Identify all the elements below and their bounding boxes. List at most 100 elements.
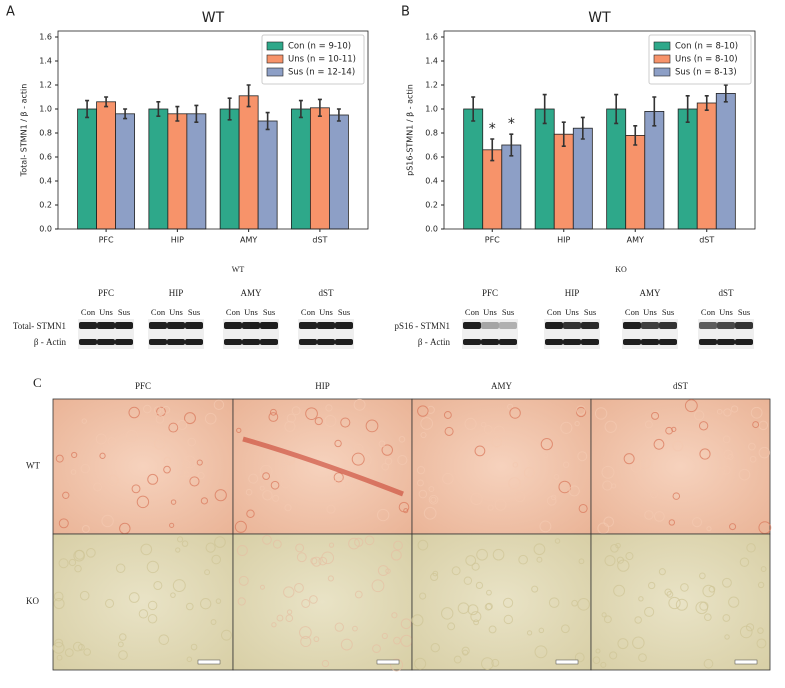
- cell: [428, 494, 439, 505]
- error-bar: [123, 108, 128, 120]
- cell: [739, 557, 750, 567]
- cell: [533, 543, 546, 556]
- cell: [729, 523, 737, 531]
- bar: [115, 113, 136, 230]
- cell: [601, 612, 607, 618]
- cell: [632, 636, 645, 650]
- cell: [53, 598, 65, 610]
- error-bar: [723, 84, 728, 103]
- legend-swatch: [266, 41, 284, 51]
- error-bar: [490, 138, 495, 162]
- blot-band: [242, 339, 260, 345]
- cell: [610, 544, 619, 553]
- cell: [183, 471, 190, 478]
- blot-region: AMY: [639, 288, 661, 298]
- cell: [340, 638, 353, 651]
- cell: [411, 614, 424, 627]
- cell: [118, 650, 128, 660]
- blot-band: [735, 339, 753, 345]
- cell: [553, 473, 560, 480]
- cell: [276, 614, 284, 622]
- cell: [639, 457, 652, 469]
- cell: [420, 431, 427, 439]
- cell: [722, 435, 731, 444]
- cell: [722, 614, 731, 622]
- cell: [723, 408, 732, 417]
- y-tick-label: 0.8: [425, 129, 438, 138]
- cell: [571, 599, 578, 607]
- cell: [543, 452, 549, 459]
- cell: [702, 584, 715, 598]
- cell: [592, 656, 601, 664]
- blot-band: [481, 339, 499, 345]
- cell: [140, 543, 153, 556]
- cell: [746, 543, 756, 553]
- cell: [536, 556, 543, 563]
- blot-band: [699, 339, 717, 345]
- cell: [190, 643, 198, 651]
- bar: [553, 133, 574, 230]
- cell: [53, 591, 64, 602]
- cell: [168, 422, 179, 433]
- cell: [483, 424, 493, 434]
- cell: [81, 525, 90, 533]
- cell: [470, 492, 483, 505]
- cell: [594, 407, 608, 420]
- cell: [638, 596, 644, 602]
- cell: [430, 572, 439, 582]
- blot-band: [659, 339, 677, 345]
- cell: [146, 560, 160, 574]
- cell: [189, 476, 200, 487]
- plot-frame: [57, 30, 369, 230]
- x-tick-label: AMY: [627, 236, 644, 245]
- cell: [601, 465, 615, 479]
- cell: [578, 558, 585, 565]
- cell: [508, 477, 521, 490]
- cell: [695, 601, 709, 615]
- error-bar: [298, 99, 303, 119]
- blot-band: [317, 322, 335, 329]
- blot-band: [717, 339, 735, 345]
- cell: [414, 657, 427, 670]
- x-tick-label: HIP: [557, 236, 570, 245]
- blot-band: [659, 322, 677, 329]
- cell: [493, 425, 505, 438]
- cell: [313, 636, 320, 643]
- cell: [475, 581, 484, 590]
- cell: [617, 638, 629, 650]
- cell: [74, 564, 82, 573]
- cell: [654, 511, 665, 522]
- cell: [444, 426, 454, 436]
- cell: [95, 433, 107, 445]
- cell: [381, 444, 393, 456]
- plot-frame: [443, 30, 756, 230]
- cell: [295, 543, 305, 553]
- legend-label: Sus (n = 8-13): [675, 68, 737, 78]
- cell: [540, 438, 553, 451]
- cell: [467, 604, 479, 616]
- legend-label: Con (n = 9-10): [288, 42, 351, 52]
- error-bar: [580, 116, 585, 140]
- cell: [56, 654, 63, 661]
- cell: [390, 549, 402, 561]
- cell: [136, 495, 150, 509]
- x-tick-label: AMY: [240, 236, 257, 245]
- blot-lane: Sus: [118, 307, 130, 317]
- cell: [333, 472, 344, 483]
- error-bar: [633, 125, 638, 146]
- cell: [758, 420, 769, 431]
- cell: [684, 399, 698, 413]
- error-bar: [336, 108, 341, 122]
- histology-region: dST: [673, 381, 689, 391]
- cell: [716, 467, 726, 476]
- histology-region: HIP: [315, 381, 330, 391]
- cell: [184, 412, 196, 425]
- scale-bar: [197, 659, 221, 665]
- blot-band: [499, 322, 517, 329]
- blot-lane: Uns: [719, 307, 733, 317]
- cell: [471, 562, 480, 571]
- cell: [694, 410, 705, 421]
- cell: [680, 583, 689, 592]
- cell: [169, 522, 175, 528]
- scale-bar: [734, 659, 758, 665]
